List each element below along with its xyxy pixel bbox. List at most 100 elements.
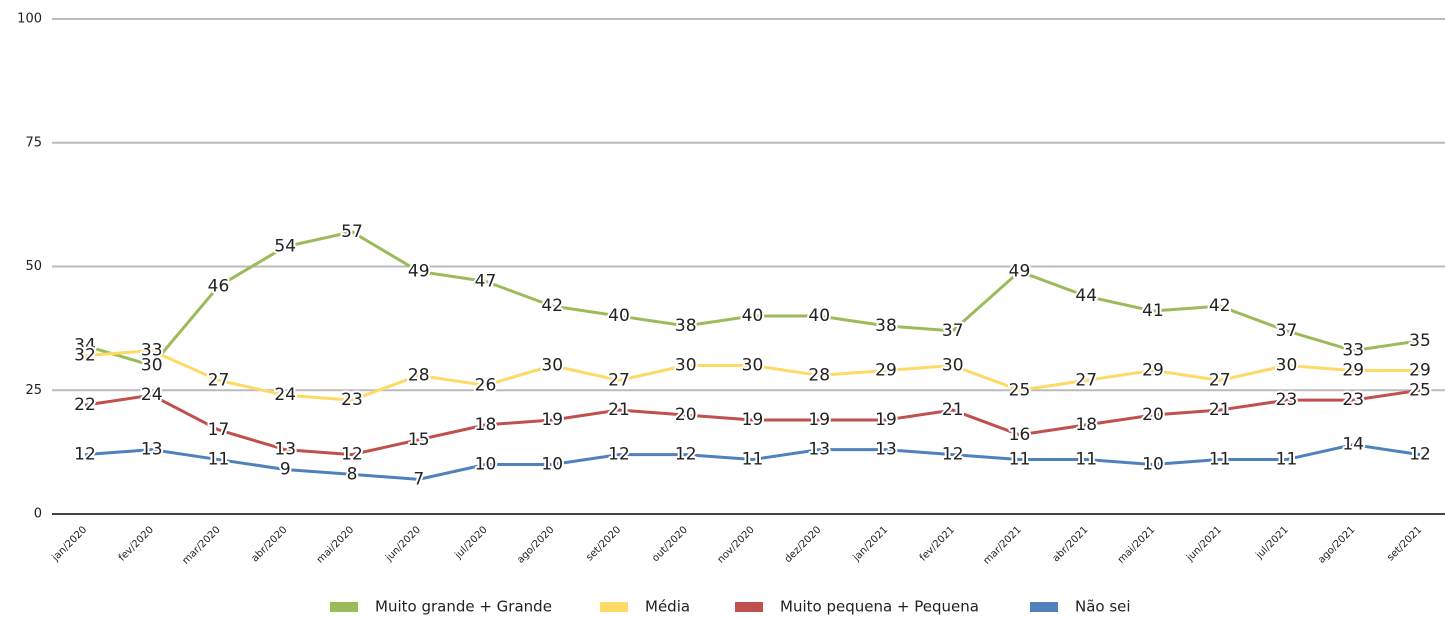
data-label: 12 [341,445,363,465]
data-label: 40 [742,306,764,326]
data-label: 20 [675,405,697,425]
data-label: 28 [408,365,430,385]
data-label: 16 [1009,425,1031,445]
data-label: 37 [942,321,964,341]
data-label: 14 [1342,435,1364,455]
data-label: 30 [541,356,563,376]
data-label: 23 [341,390,363,410]
data-label: 57 [341,222,363,242]
data-label: 8 [347,464,358,484]
data-label: 46 [208,276,230,296]
data-label: 23 [1342,390,1364,410]
data-label: 41 [1142,301,1164,321]
data-label: 15 [408,430,430,450]
x-tick-label: abr/2021 [1051,524,1091,564]
data-label: 29 [1142,360,1164,380]
data-label: 42 [541,296,563,316]
data-label: 25 [1009,380,1031,400]
x-tick-label: fev/2021 [918,524,957,563]
data-label: 13 [274,440,296,460]
data-label: 32 [74,346,96,366]
data-label: 12 [74,445,96,465]
data-label: 40 [808,306,830,326]
data-label: 40 [608,306,630,326]
x-tick-label: set/2020 [584,524,623,563]
data-label: 29 [875,360,897,380]
y-tick-label: 25 [25,383,42,398]
data-label: 49 [408,261,430,281]
data-label: 44 [1075,286,1097,306]
data-label: 30 [742,356,764,376]
data-label: 37 [1276,321,1298,341]
data-label: 35 [1409,331,1431,351]
data-label: 27 [208,370,230,390]
data-label: 19 [742,410,764,430]
y-tick-label: 75 [25,135,42,150]
data-label: 18 [475,415,497,435]
x-tick-label: jul/2020 [452,524,489,561]
x-tick-label: jan/2020 [50,524,90,564]
legend-label: Não sei [1075,598,1131,616]
legend-label: Muito grande + Grande [375,598,552,616]
x-tick-label: nov/2020 [716,524,757,565]
data-label: 12 [942,445,964,465]
x-tick-label: mai/2021 [1116,524,1157,565]
x-tick-label: abr/2020 [250,524,290,564]
x-tick-label: jul/2021 [1253,524,1290,561]
data-label: 29 [1409,360,1431,380]
data-label: 21 [608,400,630,420]
data-label: 30 [675,356,697,376]
data-label: 30 [942,356,964,376]
data-label: 11 [1075,450,1097,470]
data-label: 12 [1409,445,1431,465]
x-tick-label: out/2020 [650,524,690,564]
x-tick-label: ago/2021 [1316,524,1357,565]
data-label: 23 [1276,390,1298,410]
data-label: 42 [1209,296,1231,316]
x-tick-label: jun/2021 [1184,524,1224,564]
data-label: 38 [675,316,697,336]
data-label: 30 [141,356,163,376]
legend-label: Muito pequena + Pequena [780,598,979,616]
data-label: 25 [1409,380,1431,400]
data-label: 27 [608,370,630,390]
data-label: 21 [942,400,964,420]
data-label: 18 [1075,415,1097,435]
data-label: 49 [1009,261,1031,281]
data-label: 54 [274,237,296,257]
data-label: 26 [475,375,497,395]
x-tick-label: mar/2020 [180,524,222,566]
data-label: 13 [875,440,897,460]
data-label: 21 [1209,400,1231,420]
data-label: 13 [141,440,163,460]
data-label: 19 [875,410,897,430]
x-tick-label: dez/2020 [783,524,824,565]
data-label: 13 [808,440,830,460]
data-label: 30 [1276,356,1298,376]
legend-swatch [600,602,628,612]
data-label: 33 [1342,341,1364,361]
data-label: 7 [413,469,424,489]
data-label: 24 [274,385,296,405]
legend-swatch [1030,602,1058,612]
data-label: 11 [208,450,230,470]
data-label: 34 [74,336,96,356]
data-label: 22 [74,395,96,415]
data-label: 10 [1142,455,1164,475]
data-label: 29 [1342,360,1364,380]
legend-swatch [735,602,763,612]
x-tick-label: set/2021 [1385,524,1424,563]
x-tick-label: ago/2020 [515,524,556,565]
data-label: 11 [742,450,764,470]
data-label: 33 [141,341,163,361]
data-label: 12 [608,445,630,465]
data-label: 24 [141,385,163,405]
data-label: 10 [475,455,497,475]
data-label: 28 [808,365,830,385]
x-tick-label: mai/2020 [315,524,356,565]
legend-swatch [330,602,358,612]
data-label: 38 [875,316,897,336]
data-label: 11 [1209,450,1231,470]
x-tick-label: jun/2020 [383,524,423,564]
